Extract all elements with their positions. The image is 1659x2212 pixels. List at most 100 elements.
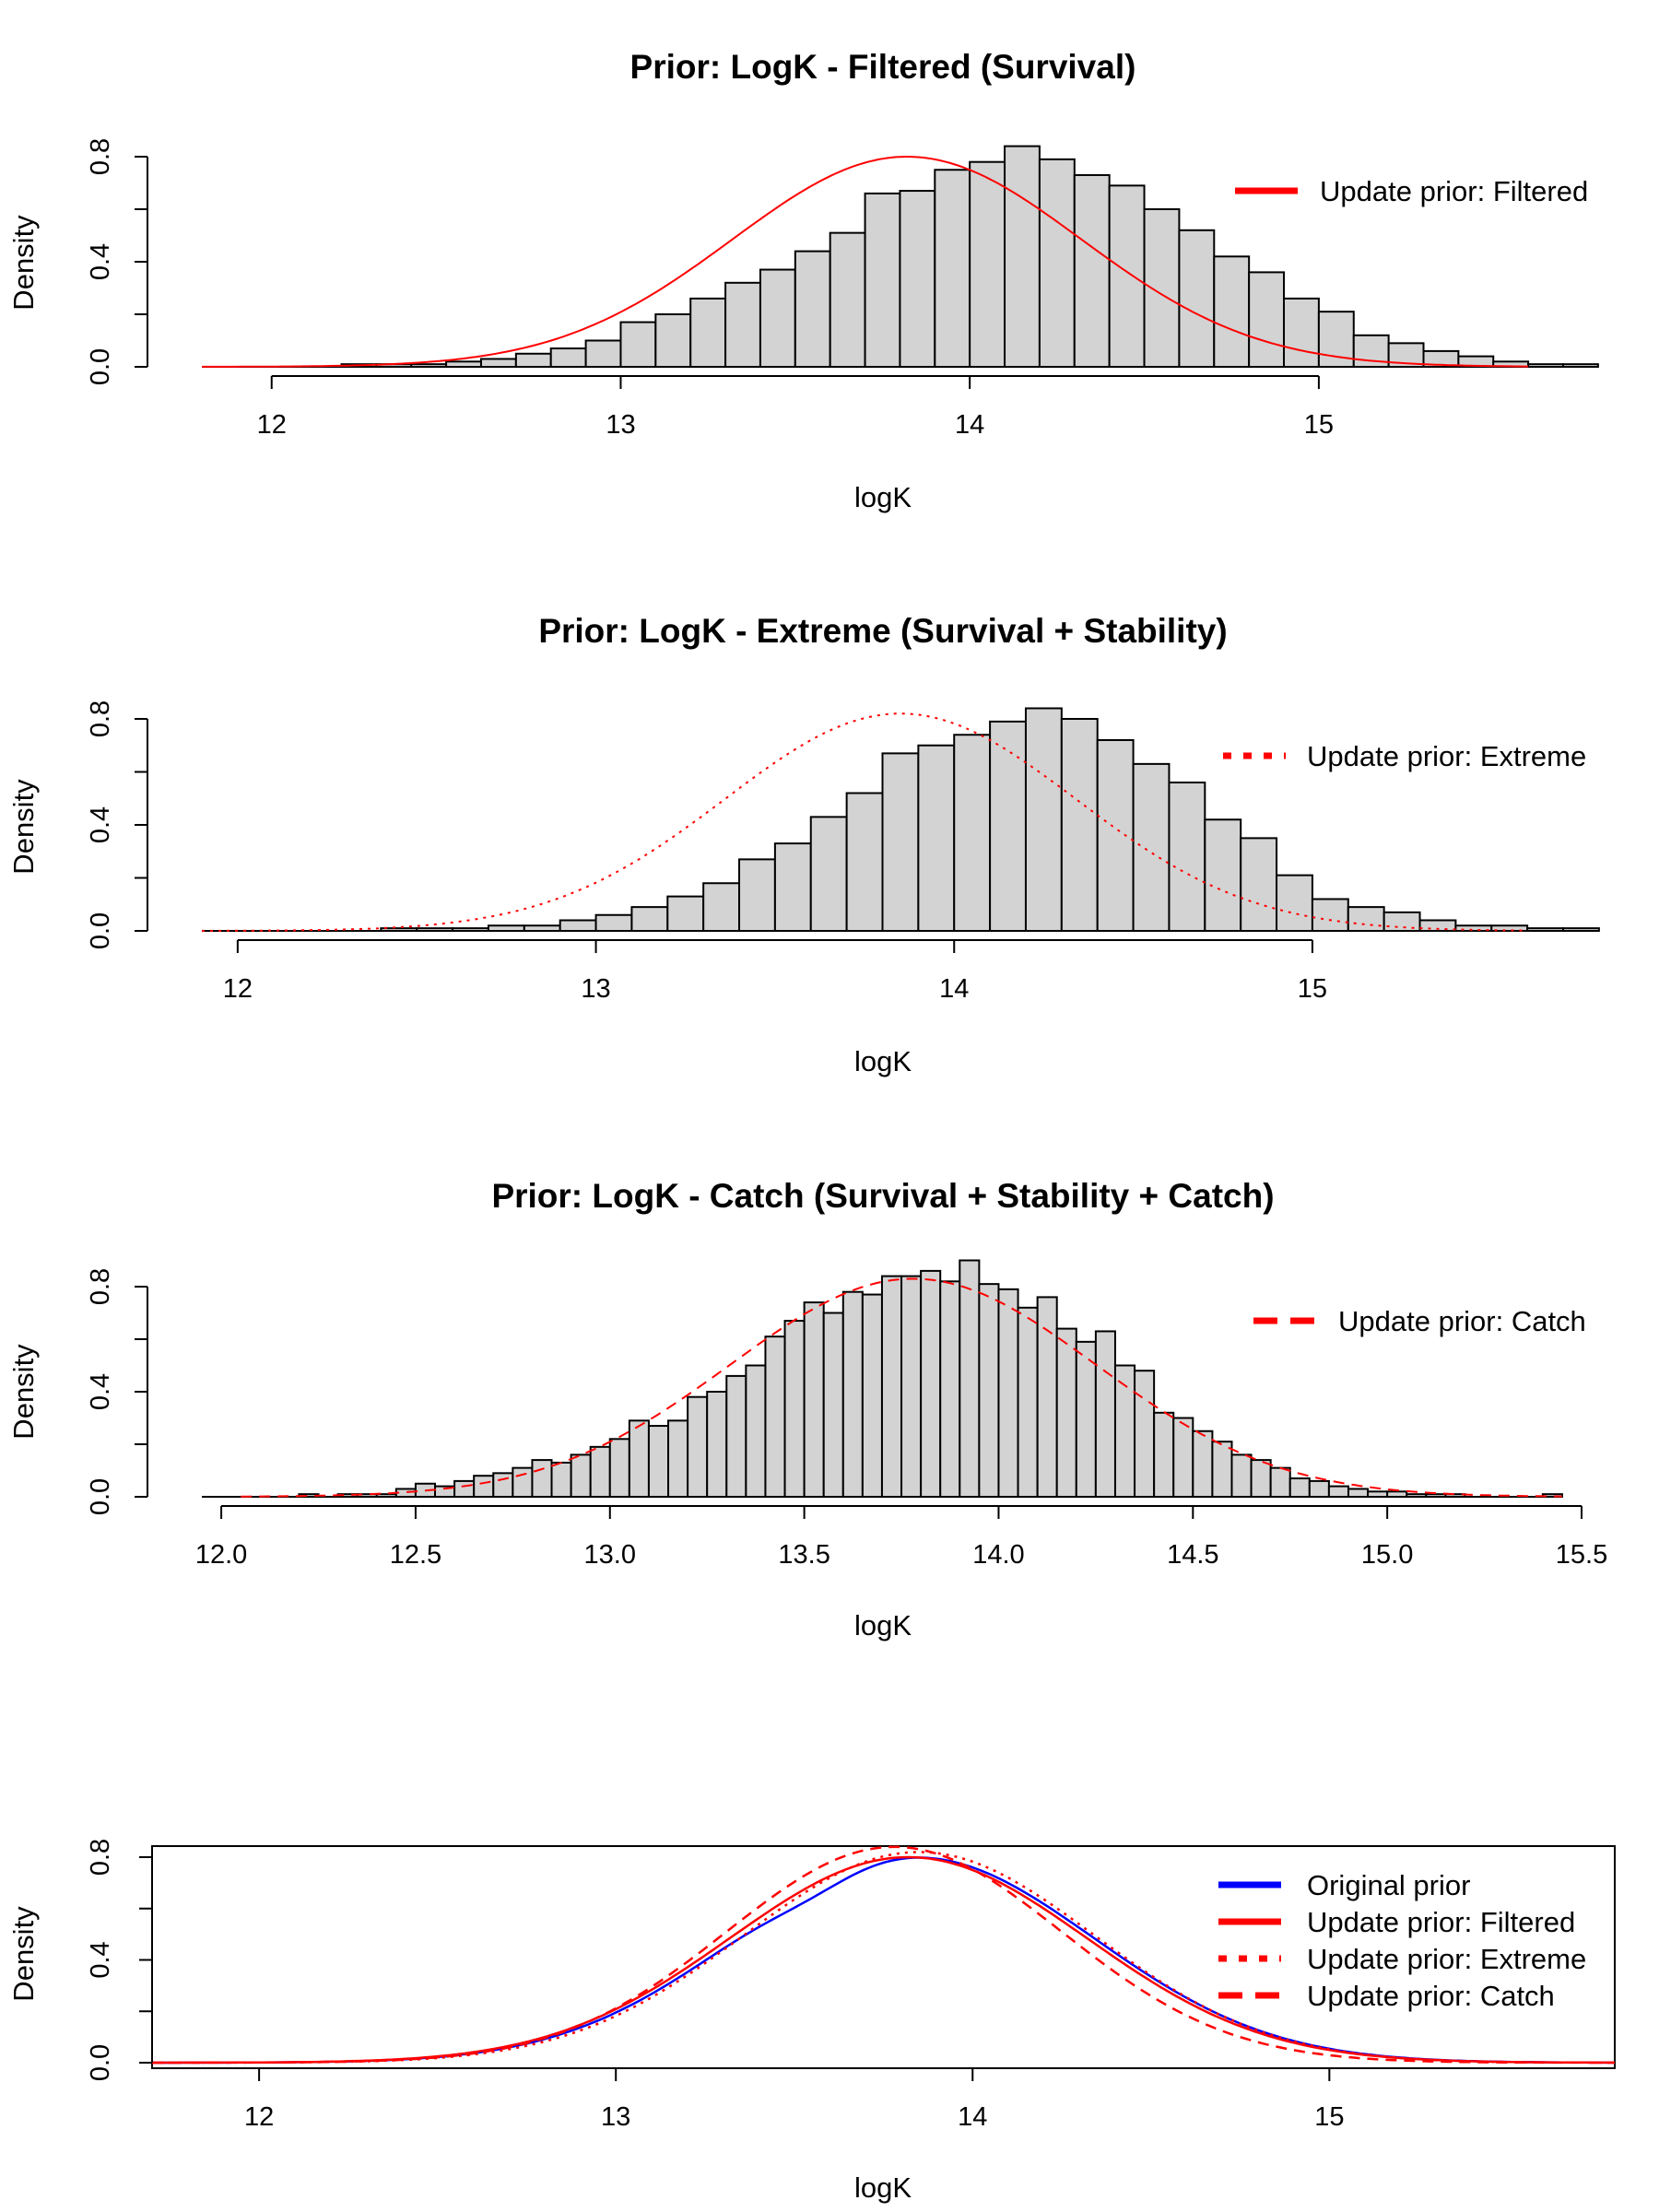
histogram-bar <box>1347 906 1385 932</box>
x-tick-label: 13 <box>606 410 635 440</box>
legend-label: Update prior: Catch <box>1338 1305 1586 1337</box>
y-tick-label: 0.8 <box>86 1268 115 1305</box>
histogram-bar <box>745 1364 767 1498</box>
histogram-bar <box>969 160 1006 368</box>
histogram-bar <box>934 169 971 368</box>
histogram-bar <box>1250 1459 1272 1498</box>
histogram-bar <box>881 752 920 932</box>
x-tick-label: 14 <box>939 974 969 1004</box>
histogram-bar <box>512 1466 534 1499</box>
histogram-bar <box>900 1275 923 1498</box>
x-tick-label: 12.5 <box>390 1540 441 1570</box>
histogram-bar <box>738 858 776 932</box>
histogram-bar <box>1276 874 1313 932</box>
histogram-bar <box>809 816 848 932</box>
x-tick-label: 14 <box>955 410 984 440</box>
y-tick-label: 0.4 <box>86 1941 115 1978</box>
histogram-bar <box>1017 1306 1039 1499</box>
histogram-bar <box>1178 229 1216 368</box>
histogram-bar <box>1192 1430 1214 1498</box>
histogram-bar <box>608 1438 630 1499</box>
y-tick-label: 0.0 <box>86 1478 115 1515</box>
panel-catch: Prior: LogK - Catch (Survival + Stabilit… <box>7 1177 1607 1641</box>
x-tick-label: 15 <box>1298 974 1327 1004</box>
histogram-bar <box>989 720 1027 932</box>
x-tick-label: 14.0 <box>972 1540 1024 1570</box>
histogram-bar <box>1240 837 1278 932</box>
histogram-bar <box>794 250 831 369</box>
histogram-bar <box>689 297 727 368</box>
histogram-bar <box>725 1374 747 1499</box>
legend-label: Update prior: Catch <box>1307 1980 1555 2012</box>
x-tick-label: 13 <box>601 2102 630 2132</box>
histogram-bar <box>1168 782 1206 932</box>
density-curve <box>152 1845 1615 2065</box>
histogram-bar <box>559 919 597 932</box>
histogram-bar <box>687 1395 709 1498</box>
histogram-bar <box>666 895 705 932</box>
legend-label: Update prior: Extreme <box>1307 1943 1586 1975</box>
histogram-bar <box>706 1391 728 1498</box>
legend-label: Update prior: Extreme <box>1307 740 1586 772</box>
histogram-bar <box>724 281 761 368</box>
x-tick-label: 14 <box>958 2102 987 2132</box>
legend-label: Original prior <box>1307 1869 1470 1901</box>
histogram-bar <box>1038 158 1076 368</box>
legend-label: Update prior: Filtered <box>1320 175 1588 207</box>
y-tick-label: 0.4 <box>86 806 115 843</box>
histogram-bar <box>1230 1453 1253 1499</box>
x-tick-label: 12 <box>223 974 253 1004</box>
histogram-bar <box>570 1453 592 1499</box>
x-tick-label: 15.5 <box>1556 1540 1607 1570</box>
histogram-bar <box>997 1288 1019 1498</box>
histogram-bar <box>764 1335 786 1499</box>
histogram-bar <box>953 734 992 932</box>
histogram-bar <box>594 913 633 932</box>
panel-comparison: 0.0 0.4 0.8 12 13 14 15 logK Density Original pri… <box>7 1839 1616 2204</box>
y-tick-label: 0.8 <box>86 138 115 175</box>
y-tick-label: 0.8 <box>86 700 115 737</box>
histogram-bar <box>978 1283 1000 1499</box>
histogram-bar <box>1308 1479 1330 1499</box>
histogram-bar <box>584 339 622 368</box>
histogram-bar <box>628 1419 650 1498</box>
histogram-bar <box>1172 1417 1194 1498</box>
histogram-bar <box>829 231 866 368</box>
density-curve <box>202 712 1528 932</box>
histogram-bar <box>654 313 692 368</box>
histogram-bar <box>1347 1488 1370 1498</box>
histogram-bar <box>939 1280 961 1499</box>
x-tick-label: 15 <box>1304 410 1334 440</box>
panel-extreme: Prior: LogK - Extreme (Survival + Stabil… <box>7 612 1600 1077</box>
histogram-bar <box>514 352 552 368</box>
y-axis-label: Density <box>7 1906 40 2002</box>
histogram-bar <box>959 1259 981 1498</box>
histogram-bar <box>479 358 517 369</box>
histogram-bar <box>1562 927 1600 932</box>
histogram-bar <box>864 192 901 368</box>
histogram-bar <box>1288 1477 1311 1499</box>
histogram-bar <box>531 1459 553 1498</box>
histogram-bar <box>1143 208 1181 368</box>
histogram-bar <box>1024 707 1063 932</box>
y-tick-label: 0.0 <box>86 348 115 385</box>
y-tick-label: 0.4 <box>86 1373 115 1410</box>
histogram-bar <box>1211 1441 1233 1499</box>
histogram-bar <box>1382 911 1421 932</box>
x-tick-label: 13.5 <box>778 1540 830 1570</box>
histogram-bar <box>1311 898 1349 932</box>
histogram-bar <box>1096 739 1135 932</box>
histogram-bar <box>473 1475 495 1498</box>
y-tick-label: 0.4 <box>86 243 115 280</box>
histogram-bar <box>702 882 741 932</box>
x-tick-label: 12 <box>257 410 287 440</box>
histogram-bar <box>1204 818 1242 932</box>
histogram-bar <box>1055 1327 1077 1498</box>
histogram-bar <box>861 1293 883 1499</box>
histogram-bar <box>1153 1411 1175 1499</box>
histogram-bar <box>1075 1340 1097 1498</box>
histogram-bar <box>589 1445 611 1498</box>
x-tick-label: 14.5 <box>1167 1540 1218 1570</box>
x-tick-label: 12.0 <box>195 1540 247 1570</box>
